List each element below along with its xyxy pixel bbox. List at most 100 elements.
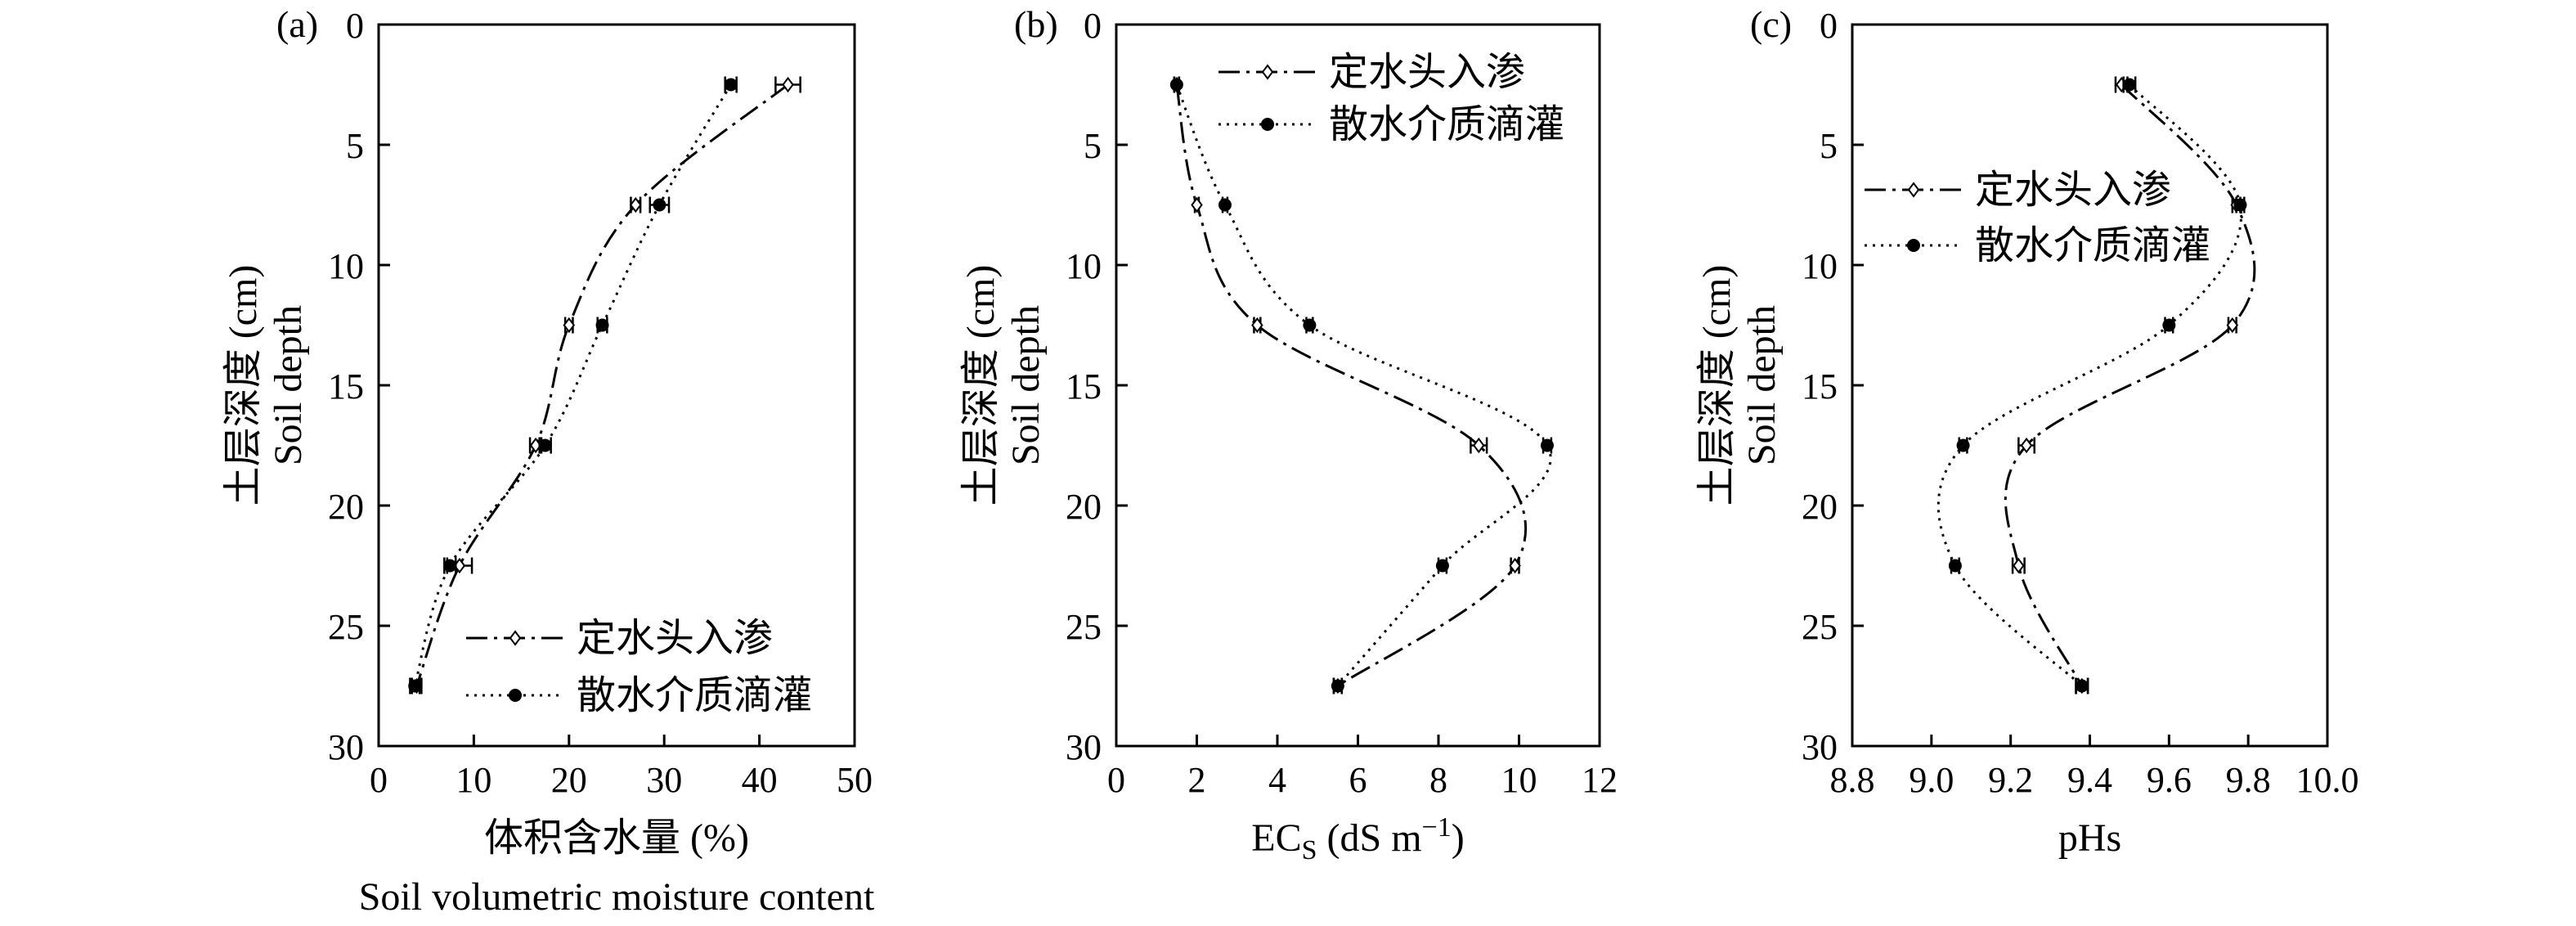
series-1 — [1170, 76, 1528, 694]
data-point — [1540, 438, 1554, 452]
data-point — [1331, 679, 1344, 693]
x-tick-label: 10.0 — [2296, 760, 2359, 800]
data-point — [2122, 78, 2136, 92]
y-axis-label-en: Soil depth — [1740, 305, 1784, 465]
y-tick-label: 0 — [346, 6, 364, 46]
y-tick-label: 5 — [1820, 126, 1838, 166]
x-tick-label: 9.2 — [1988, 760, 2033, 800]
x-tick-label: 10 — [456, 760, 491, 800]
series-line — [1175, 84, 1528, 687]
x-axis-label-sup: −1 — [1422, 812, 1452, 843]
data-point — [595, 318, 609, 332]
y-tick-label: 15 — [1802, 366, 1838, 407]
x-tick-label: 12 — [1582, 760, 1618, 800]
legend-label: 定水头入渗 — [577, 617, 773, 660]
data-point — [1169, 78, 1183, 92]
series-line — [413, 83, 732, 686]
x-tick-label: 20 — [551, 760, 587, 800]
y-tick-label: 10 — [1066, 246, 1102, 286]
y-tick-label: 25 — [328, 607, 364, 647]
data-point — [1473, 437, 1485, 454]
data-point — [1948, 559, 1962, 573]
y-tick-label: 20 — [1802, 487, 1838, 527]
data-point — [2233, 198, 2247, 212]
data-point — [2226, 317, 2239, 334]
x-axis-label-close: ) — [1452, 816, 1465, 860]
legend-marker — [1907, 239, 1920, 252]
x-axis-label-main: EC — [1251, 816, 1301, 860]
x-tick-label: 30 — [646, 760, 682, 800]
legend-label: 定水头入渗 — [1975, 169, 2171, 212]
x-axis-label-unit: (dS m — [1317, 816, 1422, 860]
x-tick-label: 9.4 — [2067, 760, 2112, 800]
x-tick-label: 6 — [1349, 760, 1367, 800]
x-axis-label: 体积含水量 (%) — [484, 816, 749, 860]
x-tick-label: 9.0 — [1909, 760, 1954, 800]
y-tick-label: 20 — [1066, 487, 1102, 527]
x-tick-label: 0 — [370, 760, 388, 800]
x-axis-label: ECS (dS m−1) — [1251, 812, 1464, 865]
legend-marker — [1261, 64, 1274, 80]
data-point — [782, 76, 794, 93]
data-point — [1218, 198, 1232, 212]
data-point — [1251, 317, 1263, 334]
y-tick-label: 30 — [1802, 727, 1838, 767]
data-point — [2013, 557, 2025, 574]
y-tick-label: 10 — [1802, 246, 1838, 286]
x-axis-label: pHs — [2058, 816, 2121, 860]
data-point — [1509, 557, 1521, 574]
legend-marker — [509, 630, 522, 646]
y-axis-label: 土层深度 (cm) — [222, 265, 265, 506]
x-tick-label: 9.6 — [2147, 760, 2192, 800]
x-tick-label: 40 — [742, 760, 778, 800]
x-tick-label: 0 — [1107, 760, 1125, 800]
panel-label: (b) — [1014, 3, 1058, 45]
legend-marker — [1907, 182, 1920, 198]
data-point — [2162, 318, 2176, 332]
data-point — [1303, 318, 1317, 332]
y-tick-label: 5 — [346, 126, 364, 166]
series-2 — [1169, 76, 1554, 694]
y-tick-label: 30 — [328, 727, 364, 767]
legend-label: 散水介质滴灌 — [1329, 103, 1564, 146]
axes-frame — [1851, 23, 2329, 748]
series-2 — [1936, 76, 2247, 694]
y-axis-label-en: Soil depth — [1004, 305, 1048, 465]
data-point — [2075, 679, 2089, 693]
data-point — [1191, 196, 1203, 214]
y-tick-label: 0 — [1820, 6, 1838, 46]
x-tick-label: 4 — [1268, 760, 1286, 800]
series-2 — [408, 76, 738, 694]
y-tick-label: 20 — [328, 487, 364, 527]
y-tick-label: 15 — [328, 366, 364, 407]
data-point — [1435, 559, 1449, 573]
y-tick-label: 10 — [328, 246, 364, 286]
y-tick-label: 15 — [1066, 366, 1102, 407]
data-point — [2020, 437, 2033, 454]
series-line — [415, 83, 789, 687]
y-tick-label: 25 — [1066, 607, 1102, 647]
y-tick-label: 0 — [1084, 6, 1102, 46]
legend-marker — [1261, 118, 1274, 131]
panel-label: (a) — [276, 3, 318, 45]
legend-label: 散水介质滴灌 — [1975, 224, 2210, 267]
panel-c: 0 5 10 15 20 25 308.8 9.0 9.2 9.4 9.6 9.8 10.0 (c) 土层深… — [1695, 3, 2359, 860]
x-tick-label: 9.8 — [2226, 760, 2271, 800]
legend-marker — [509, 689, 522, 702]
data-point — [443, 559, 457, 573]
x-tick-label: 8 — [1429, 760, 1447, 800]
data-point — [653, 198, 666, 212]
x-tick-label: 8.8 — [1830, 760, 1875, 800]
series-line — [1175, 83, 1552, 687]
x-tick-label: 50 — [837, 760, 873, 800]
data-point — [408, 679, 422, 693]
data-point — [538, 438, 552, 452]
x-axis-label-en: Soil volumetric moisture content — [359, 875, 875, 919]
y-tick-label: 5 — [1084, 126, 1102, 166]
y-tick-label: 25 — [1802, 607, 1838, 647]
